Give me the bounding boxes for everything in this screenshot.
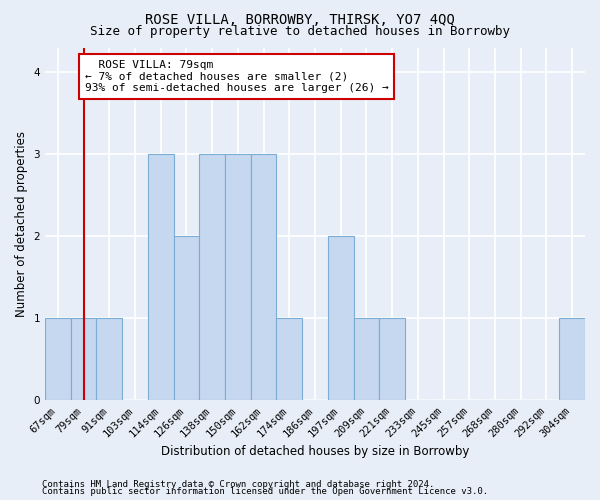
Text: ROSE VILLA, BORROWBY, THIRSK, YO7 4QQ: ROSE VILLA, BORROWBY, THIRSK, YO7 4QQ: [145, 12, 455, 26]
Bar: [71, 318, 97, 400]
Bar: [45, 318, 71, 400]
Text: Size of property relative to detached houses in Borrowby: Size of property relative to detached ho…: [90, 25, 510, 38]
Text: Contains HM Land Registry data © Crown copyright and database right 2024.: Contains HM Land Registry data © Crown c…: [42, 480, 434, 489]
Bar: [277, 318, 302, 400]
Bar: [225, 154, 251, 400]
Bar: [199, 154, 225, 400]
Bar: [251, 154, 277, 400]
Bar: [379, 318, 405, 400]
Bar: [328, 236, 353, 400]
Text: Contains public sector information licensed under the Open Government Licence v3: Contains public sector information licen…: [42, 488, 488, 496]
Bar: [97, 318, 122, 400]
Y-axis label: Number of detached properties: Number of detached properties: [15, 131, 28, 317]
Bar: [353, 318, 379, 400]
Bar: [173, 236, 199, 400]
X-axis label: Distribution of detached houses by size in Borrowby: Distribution of detached houses by size …: [161, 444, 469, 458]
Bar: [559, 318, 585, 400]
Text: ROSE VILLA: 79sqm
← 7% of detached houses are smaller (2)
93% of semi-detached h: ROSE VILLA: 79sqm ← 7% of detached house…: [85, 60, 389, 93]
Bar: [148, 154, 173, 400]
